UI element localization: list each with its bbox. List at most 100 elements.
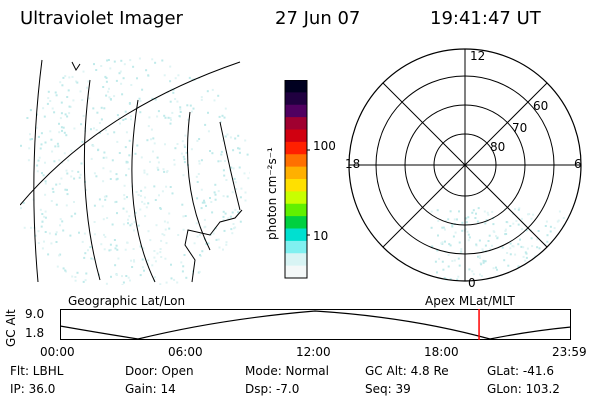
emission-pixel (464, 228, 467, 231)
emission-pixel (544, 225, 547, 227)
emission-pixel (190, 148, 193, 151)
emission-pixel (156, 156, 159, 159)
glon-status: GLon: 103.2 (487, 382, 560, 396)
emission-pixel (164, 143, 166, 146)
emission-pixel (157, 168, 160, 171)
time-tick-0000: 00:00 (40, 345, 75, 359)
ip-status: IP: 36.0 (10, 382, 56, 396)
emission-pixel (492, 230, 495, 233)
emission-pixel (485, 219, 488, 222)
mlat-label-80: 80 (490, 140, 505, 154)
emission-pixel (459, 251, 462, 254)
emission-pixel (114, 201, 117, 204)
emission-pixel (170, 118, 172, 121)
emission-pixel (521, 228, 523, 231)
emission-pixel (199, 254, 201, 256)
emission-pixel (130, 115, 132, 118)
emission-pixel (477, 255, 479, 258)
emission-pixel (55, 94, 58, 97)
colorbar-band (285, 104, 307, 118)
emission-pixel (232, 167, 235, 170)
emission-pixel (44, 210, 47, 213)
colorbar-band (285, 191, 307, 205)
emission-pixel (478, 239, 481, 242)
time-tick-0600: 06:00 (168, 345, 203, 359)
emission-pixel (243, 172, 246, 175)
emission-pixel (59, 218, 62, 221)
emission-pixel (44, 193, 47, 196)
emission-pixel (130, 222, 133, 225)
emission-pixel (562, 217, 565, 219)
emission-pixel (460, 248, 463, 251)
emission-pixel (449, 210, 452, 213)
emission-pixel (150, 128, 153, 131)
emission-pixel (207, 242, 210, 245)
emission-pixel (165, 185, 168, 188)
emission-pixel (182, 215, 185, 218)
emission-pixel (102, 86, 105, 88)
emission-pixel (196, 235, 199, 238)
altitude-axis-title: GC Alt (4, 309, 18, 347)
emission-pixel (229, 136, 232, 139)
emission-pixel (224, 160, 226, 162)
emission-pixel (64, 188, 67, 191)
emission-pixel (46, 102, 49, 105)
emission-pixel (214, 183, 217, 186)
emission-pixel (205, 242, 208, 245)
colorbar-band (285, 228, 307, 242)
emission-pixel (61, 129, 63, 132)
emission-pixel (98, 198, 101, 201)
emission-pixel (495, 266, 497, 269)
emission-pixel (442, 268, 445, 271)
emission-pixel (518, 207, 521, 210)
emission-pixel (240, 187, 243, 190)
emission-pixel (125, 131, 128, 134)
emission-pixel (169, 186, 172, 188)
emission-pixel (97, 148, 100, 151)
emission-pixel (31, 138, 33, 140)
emission-pixel (20, 207, 22, 210)
emission-pixel (487, 213, 490, 216)
emission-pixel (105, 94, 108, 97)
emission-pixel (193, 242, 196, 245)
emission-pixel (129, 279, 131, 282)
time-tick-1200: 12:00 (296, 345, 331, 359)
emission-pixel (514, 253, 517, 256)
emission-pixel (93, 233, 96, 236)
emission-pixel (225, 243, 228, 246)
emission-pixel (141, 258, 144, 261)
emission-pixel (154, 276, 156, 279)
emission-pixel (106, 133, 109, 136)
emission-pixel (141, 200, 144, 203)
emission-pixel (154, 61, 157, 64)
emission-pixel (174, 147, 177, 150)
emission-pixel (124, 118, 127, 120)
emission-pixel (104, 198, 107, 201)
emission-pixel (111, 223, 114, 226)
emission-pixel (138, 57, 141, 60)
emission-pixel (43, 115, 46, 118)
emission-pixel (120, 59, 123, 62)
emission-pixel (125, 275, 128, 277)
emission-pixel (165, 281, 168, 284)
emission-pixel (95, 175, 98, 178)
emission-pixel (68, 76, 71, 79)
emission-pixel (125, 161, 128, 164)
emission-pixel (210, 201, 213, 203)
emission-pixel (222, 215, 225, 218)
emission-pixel (531, 245, 534, 248)
emission-pixel (520, 217, 523, 220)
emission-pixel (200, 207, 203, 210)
emission-pixel (20, 144, 22, 147)
emission-pixel (50, 138, 53, 141)
emission-pixel (132, 248, 135, 250)
emission-pixel (68, 105, 71, 108)
emission-pixel (62, 76, 65, 79)
emission-pixel (113, 60, 116, 63)
emission-pixel (244, 191, 247, 194)
seq-status: Seq: 39 (365, 382, 411, 396)
emission-pixel (239, 220, 242, 223)
emission-pixel (173, 163, 176, 166)
geo-longitude-line (219, 121, 241, 211)
emission-pixel (557, 219, 560, 222)
